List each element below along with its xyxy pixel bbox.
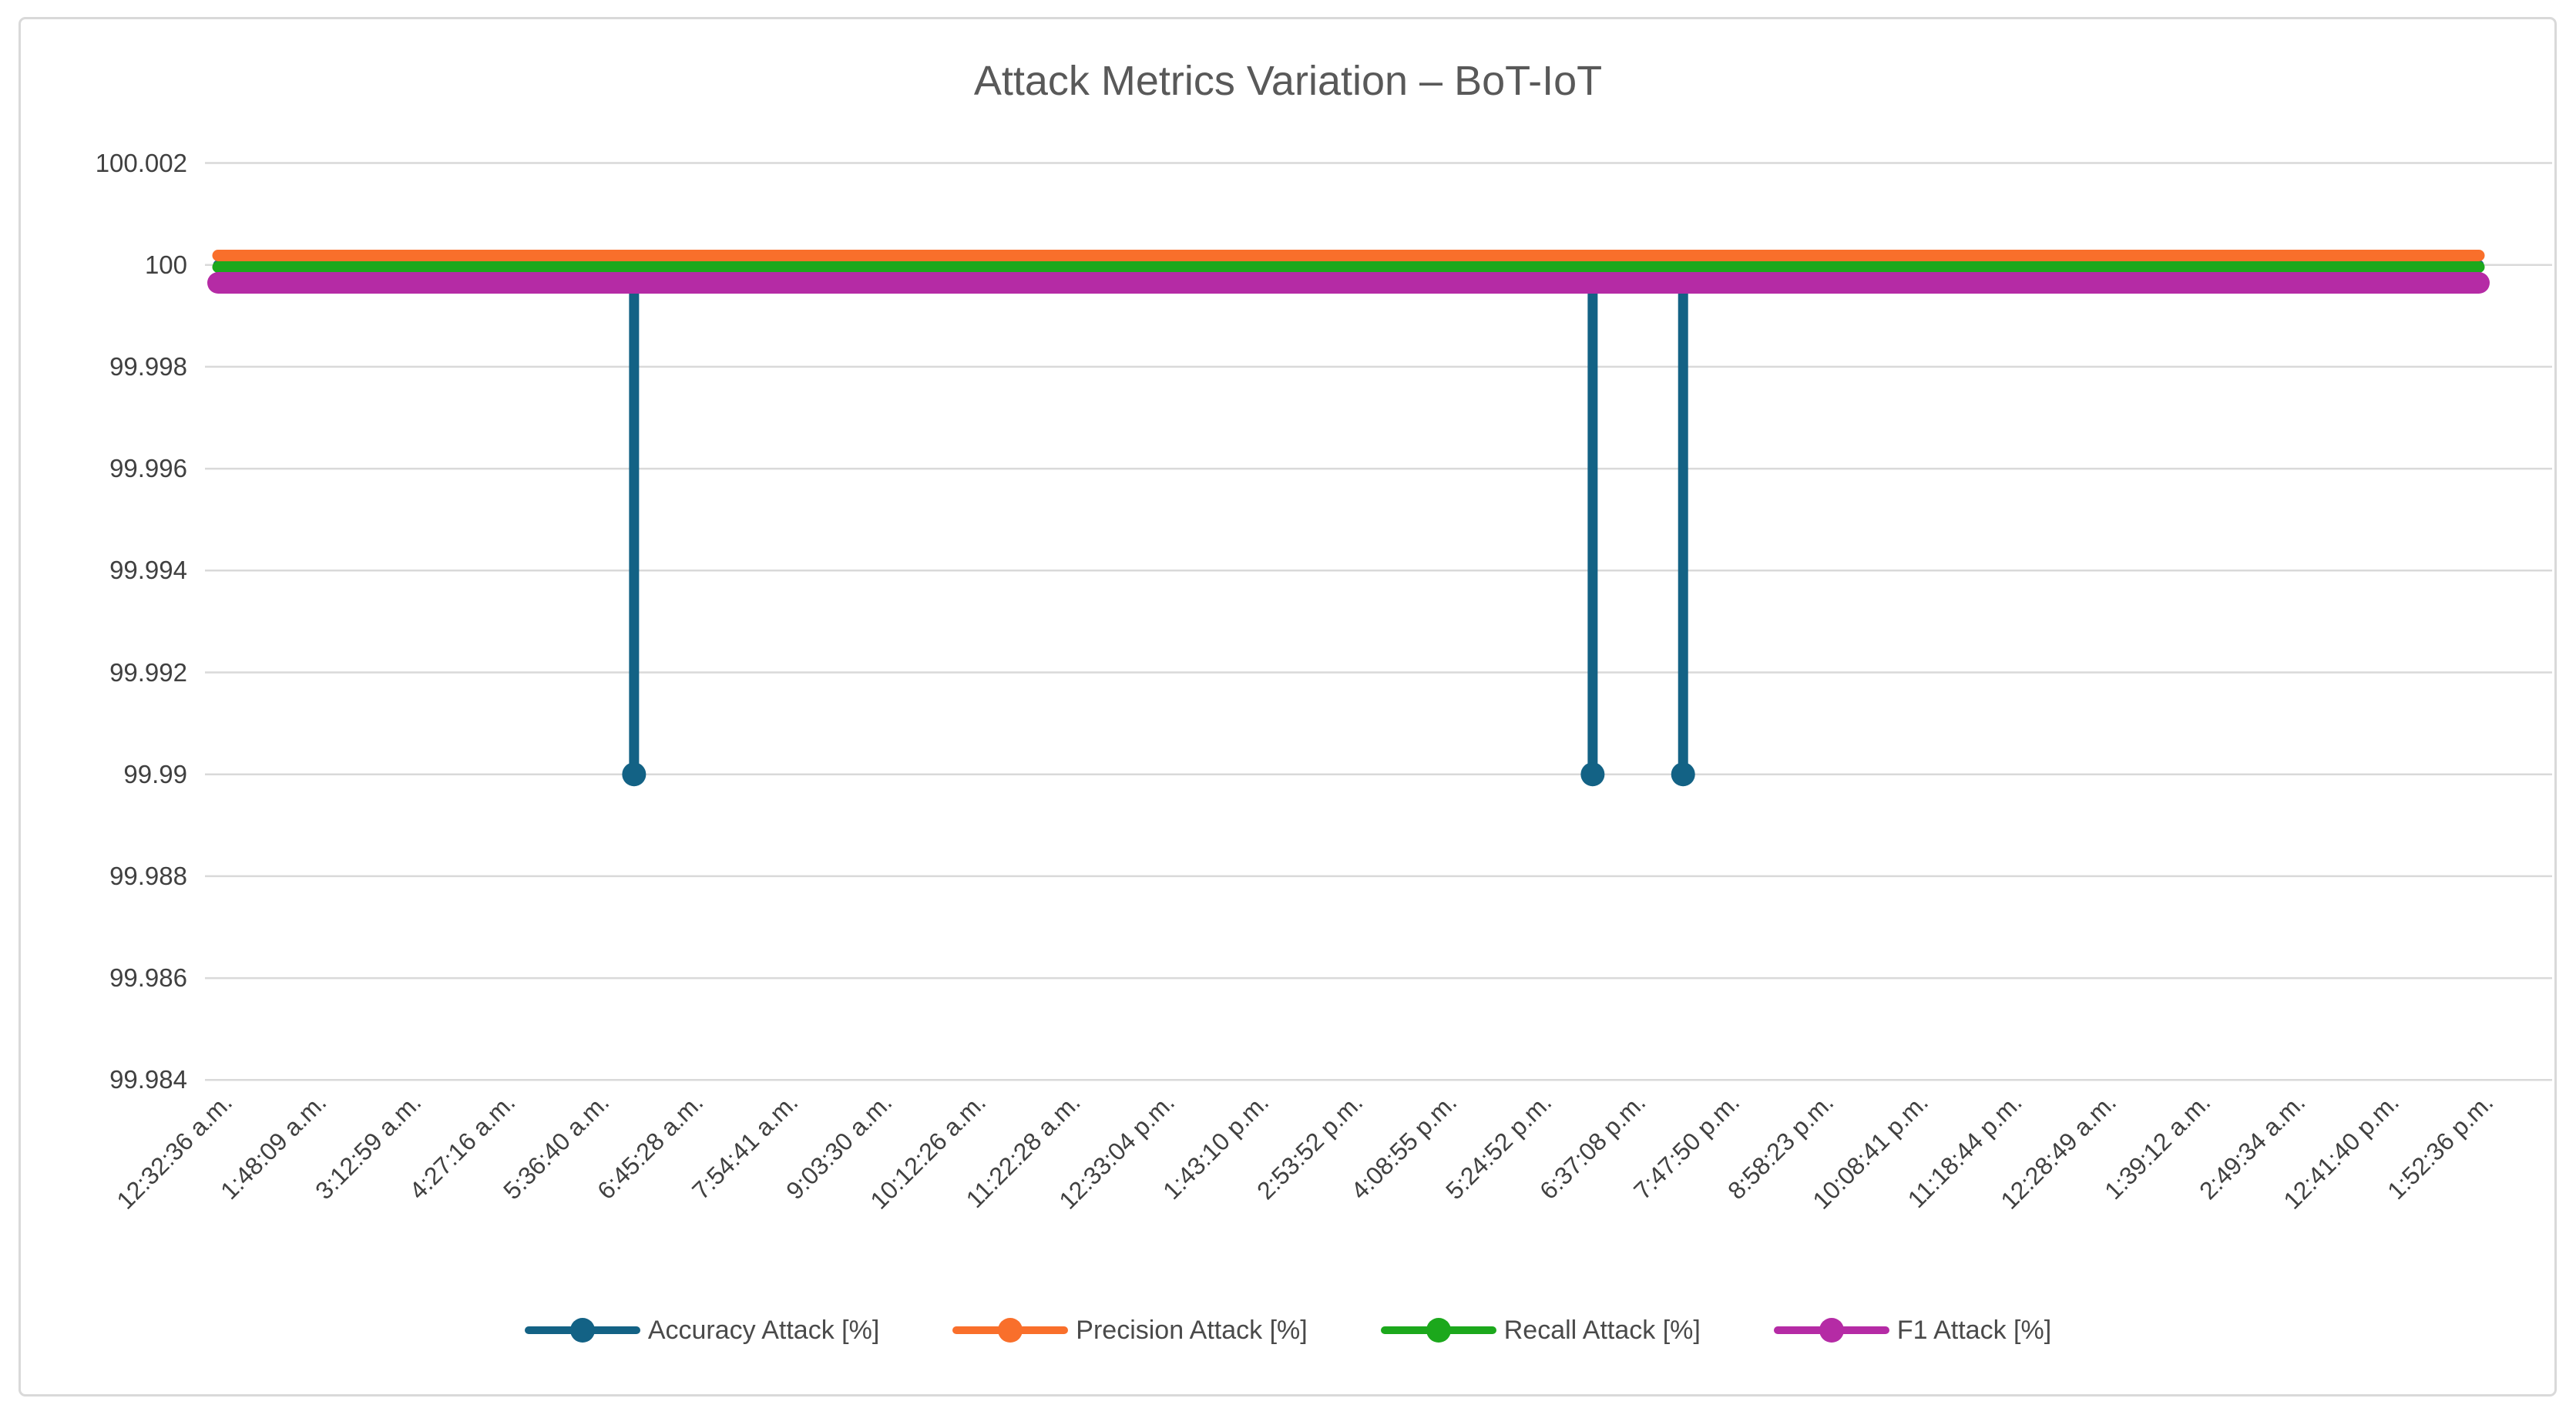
legend-item: Recall Attack [%] — [1380, 1312, 1701, 1348]
chart-border — [18, 17, 2557, 1397]
y-tick-label: 100.002 — [95, 148, 187, 177]
y-tick-label: 99.986 — [109, 963, 187, 993]
legend-item: Precision Attack [%] — [952, 1312, 1308, 1348]
legend-label: Recall Attack [%] — [1503, 1315, 1701, 1345]
accuracy-dip-marker — [622, 762, 647, 787]
legend-marker-icon — [1773, 1318, 1889, 1343]
y-tick-label: 99.984 — [109, 1065, 187, 1094]
y-tick-label: 99.99 — [123, 759, 187, 788]
legend-label: Precision Attack [%] — [1076, 1315, 1308, 1345]
legend-item: F1 Attack [%] — [1773, 1312, 2052, 1348]
accuracy-dip-marker — [1580, 762, 1605, 787]
legend: Accuracy Attack [%] Precision Attack [%] R… — [0, 1312, 2576, 1348]
y-tick-label: 99.994 — [109, 556, 187, 585]
y-tick-label: 99.996 — [109, 454, 187, 483]
chart-title: Attack Metrics Variation – BoT-IoT — [973, 58, 1603, 104]
legend-marker-icon — [952, 1318, 1069, 1343]
legend-item: Accuracy Attack [%] — [524, 1312, 880, 1348]
legend-marker-icon — [524, 1318, 640, 1343]
y-tick-label: 99.992 — [109, 657, 187, 687]
legend-marker-icon — [1380, 1318, 1496, 1343]
legend-label: Accuracy Attack [%] — [647, 1315, 880, 1345]
series-line-accuracy — [213, 260, 2484, 780]
y-tick-label: 99.998 — [109, 351, 187, 381]
y-tick-label: 99.988 — [109, 861, 187, 890]
accuracy-dip-marker — [1671, 762, 1695, 787]
y-tick-label: 100 — [144, 250, 187, 279]
legend-label: F1 Attack [%] — [1896, 1315, 2052, 1345]
